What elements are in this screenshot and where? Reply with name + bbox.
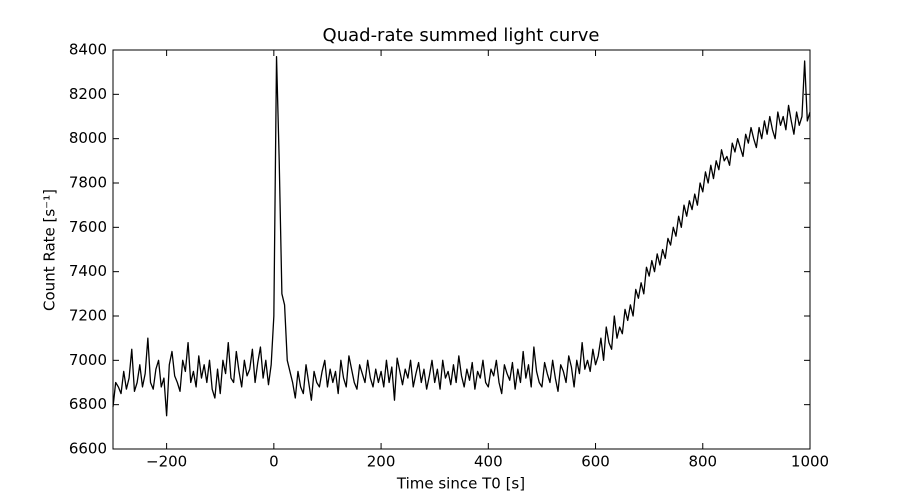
x-tick-label: 1000 bbox=[791, 453, 829, 471]
y-tick-label: 7400 bbox=[69, 262, 107, 280]
y-axis-label: Count Rate [s⁻¹] bbox=[41, 189, 59, 311]
x-tick-label: 800 bbox=[688, 453, 717, 471]
y-tick-label: 6800 bbox=[69, 395, 107, 413]
data-line bbox=[112, 56, 811, 417]
plot-frame bbox=[112, 49, 811, 450]
y-tick-label: 7000 bbox=[69, 351, 107, 369]
x-tick-label: 600 bbox=[581, 453, 610, 471]
y-tick-label: 7200 bbox=[69, 307, 107, 325]
x-tick-label: −200 bbox=[146, 453, 187, 471]
y-tick-label: 7800 bbox=[69, 174, 107, 192]
y-tick-label: 7600 bbox=[69, 218, 107, 236]
y-tick-label: 8000 bbox=[69, 129, 107, 147]
x-tick-label: 0 bbox=[269, 453, 279, 471]
x-axis-label: Time since T0 [s] bbox=[396, 475, 525, 493]
x-tick-label: 400 bbox=[474, 453, 503, 471]
y-tick-label: 8200 bbox=[69, 85, 107, 103]
y-tick-label: 6600 bbox=[69, 440, 107, 458]
y-tick-label: 8400 bbox=[69, 41, 107, 59]
x-tick-label: 200 bbox=[367, 453, 396, 471]
chart-title: Quad-rate summed light curve bbox=[323, 25, 600, 46]
